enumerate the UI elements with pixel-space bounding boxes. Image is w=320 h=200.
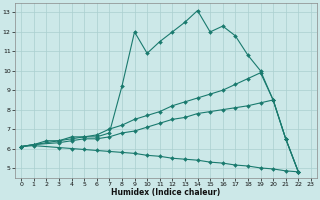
X-axis label: Humidex (Indice chaleur): Humidex (Indice chaleur) — [111, 188, 221, 197]
